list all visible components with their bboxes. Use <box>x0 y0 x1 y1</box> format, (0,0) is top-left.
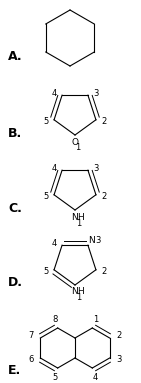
Text: 5: 5 <box>43 117 49 126</box>
Text: H: H <box>77 213 83 221</box>
Text: B.: B. <box>8 126 22 139</box>
Text: O: O <box>71 137 79 147</box>
Text: 6: 6 <box>29 355 34 365</box>
Text: 2: 2 <box>101 267 107 276</box>
Text: 1: 1 <box>75 142 81 152</box>
Text: 3: 3 <box>93 164 99 173</box>
Text: 5: 5 <box>43 267 49 276</box>
Text: 4: 4 <box>51 89 57 98</box>
Text: 1: 1 <box>76 218 82 228</box>
Text: 4: 4 <box>51 239 57 248</box>
Text: 4: 4 <box>93 373 98 381</box>
Text: 4: 4 <box>51 164 57 173</box>
Text: 3: 3 <box>116 355 121 365</box>
Text: E.: E. <box>8 363 21 376</box>
Text: 3: 3 <box>93 89 99 98</box>
Text: N: N <box>89 236 95 245</box>
Text: 2: 2 <box>101 117 107 126</box>
Text: N: N <box>71 288 77 296</box>
Text: N: N <box>71 213 77 221</box>
Text: A.: A. <box>8 49 23 62</box>
Text: C.: C. <box>8 201 22 214</box>
Text: 2: 2 <box>101 192 107 201</box>
Text: 8: 8 <box>52 314 57 324</box>
Text: 1: 1 <box>76 293 82 303</box>
Text: D.: D. <box>8 277 23 290</box>
Text: 2: 2 <box>116 332 121 340</box>
Text: H: H <box>77 288 83 296</box>
Text: 7: 7 <box>29 332 34 340</box>
Text: 3: 3 <box>95 236 101 245</box>
Text: 1: 1 <box>93 314 98 324</box>
Text: 5: 5 <box>43 192 49 201</box>
Text: 5: 5 <box>52 373 57 381</box>
